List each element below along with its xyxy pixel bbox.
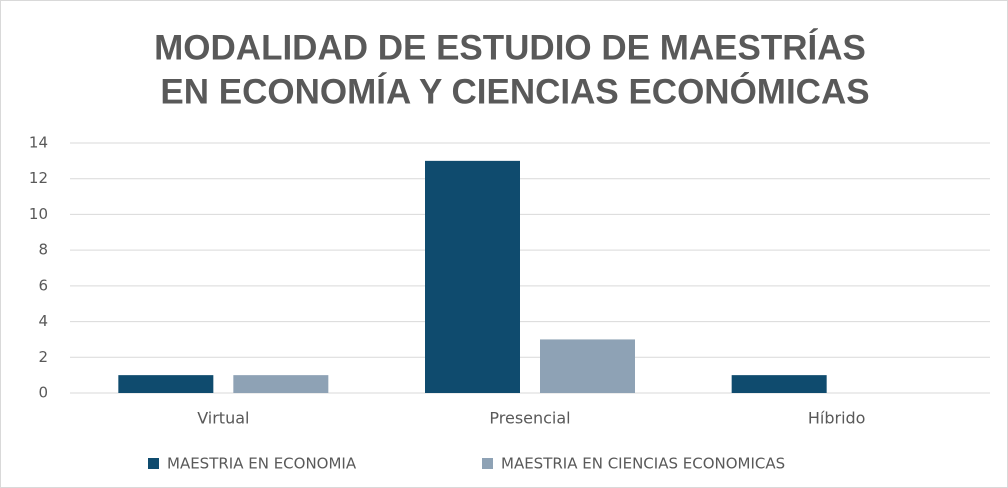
x-tick-label: Presencial xyxy=(489,409,570,428)
y-tick-label: 6 xyxy=(38,276,48,294)
y-tick-label: 8 xyxy=(38,241,48,259)
bar xyxy=(118,375,214,393)
legend-label: MAESTRIA EN ECONOMIA xyxy=(167,455,357,473)
x-tick-label: Virtual xyxy=(197,409,249,428)
y-tick-label: 12 xyxy=(29,169,48,187)
bar xyxy=(425,160,520,393)
bar xyxy=(233,375,329,393)
y-tick-label: 10 xyxy=(29,205,48,223)
bar xyxy=(731,375,827,393)
y-tick-label: 14 xyxy=(29,134,48,152)
bar xyxy=(540,339,635,393)
x-tick-label: Híbrido xyxy=(808,409,866,428)
y-tick-label: 0 xyxy=(38,384,48,402)
legend-label: MAESTRIA EN CIENCIAS ECONOMICAS xyxy=(501,455,785,473)
chart-title: MODALIDAD DE ESTUDIO DE MAESTRÍAS xyxy=(154,27,866,67)
y-tick-label: 2 xyxy=(38,348,48,366)
chart-title: EN ECONOMÍA Y CIENCIAS ECONÓMICAS xyxy=(160,71,869,111)
legend-swatch xyxy=(482,458,493,469)
y-tick-label: 4 xyxy=(38,312,48,330)
legend-swatch xyxy=(148,458,159,469)
